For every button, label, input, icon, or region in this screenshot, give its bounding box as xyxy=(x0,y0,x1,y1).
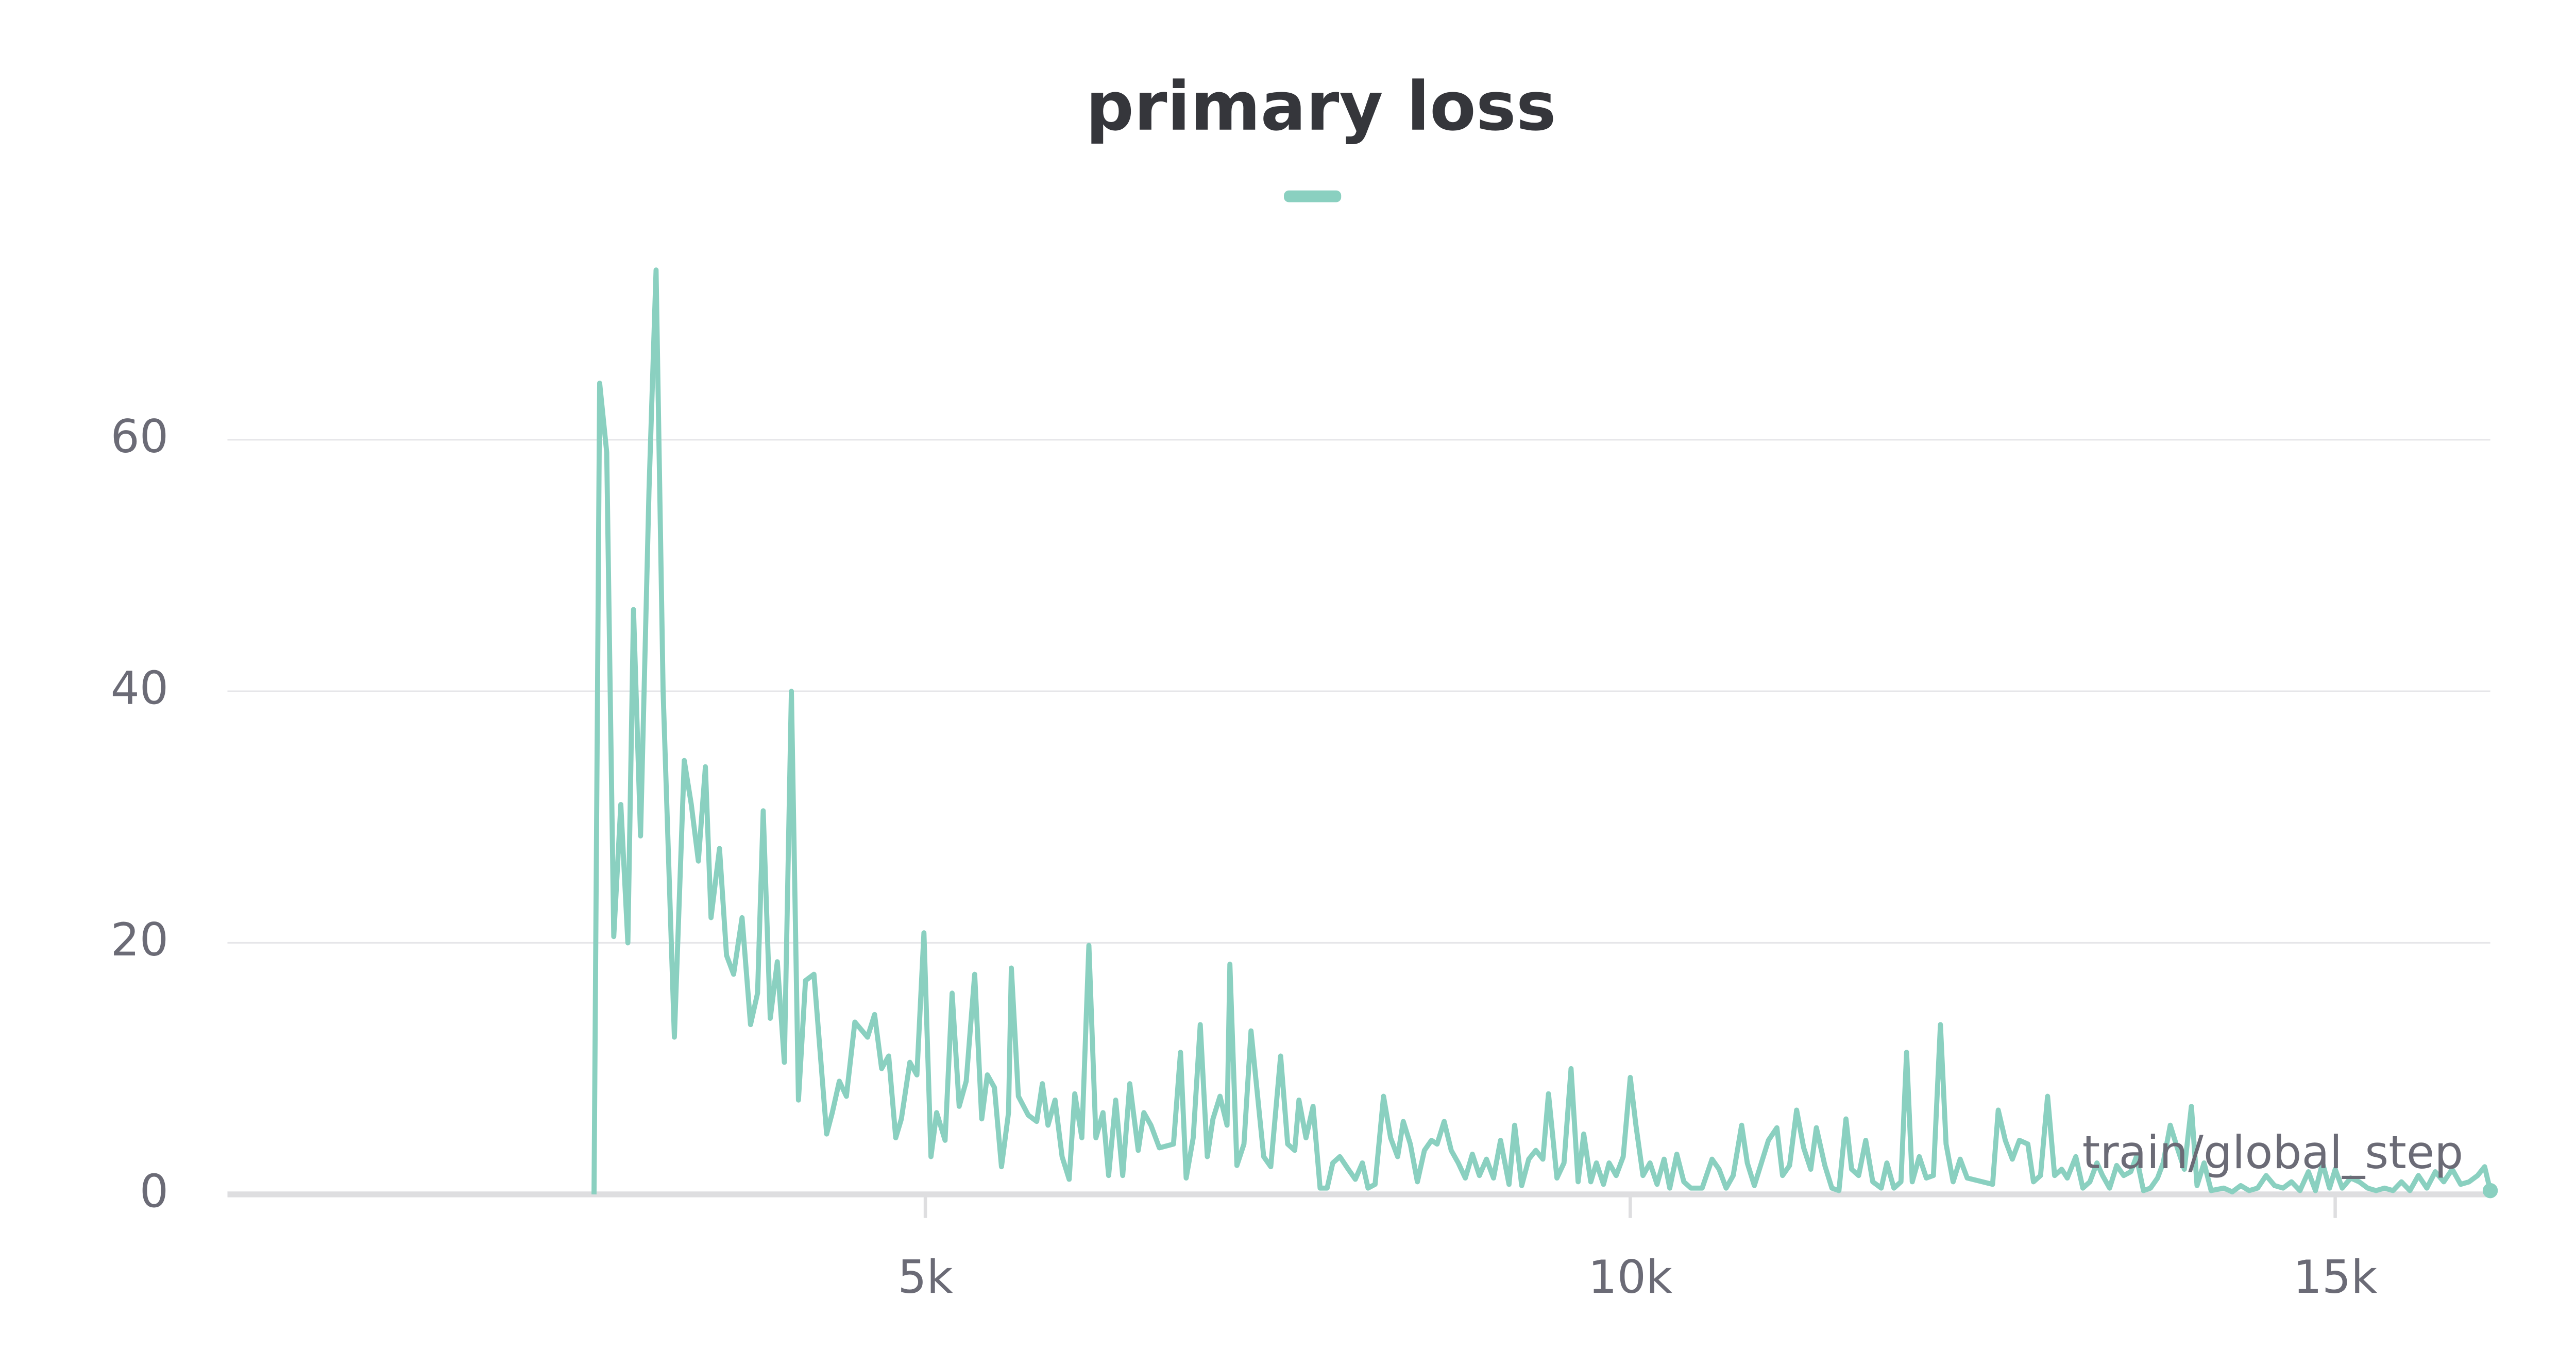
y-tick-label: 20 xyxy=(111,913,168,966)
y-tick-label: 60 xyxy=(111,410,168,463)
x-tick-label: 5k xyxy=(897,1251,953,1304)
legend-swatch xyxy=(1284,190,1342,202)
x-tick-label: 15k xyxy=(2293,1251,2378,1304)
chart-title: primary loss xyxy=(1086,67,1556,146)
series-line xyxy=(591,267,2493,1194)
x-axis-label: train/global_step xyxy=(2082,1126,2464,1179)
y-tick-label: 40 xyxy=(111,662,168,715)
x-tick-label: 10k xyxy=(1588,1251,1673,1304)
y-tick-label: 0 xyxy=(140,1165,168,1218)
end-point xyxy=(2482,1183,2498,1199)
